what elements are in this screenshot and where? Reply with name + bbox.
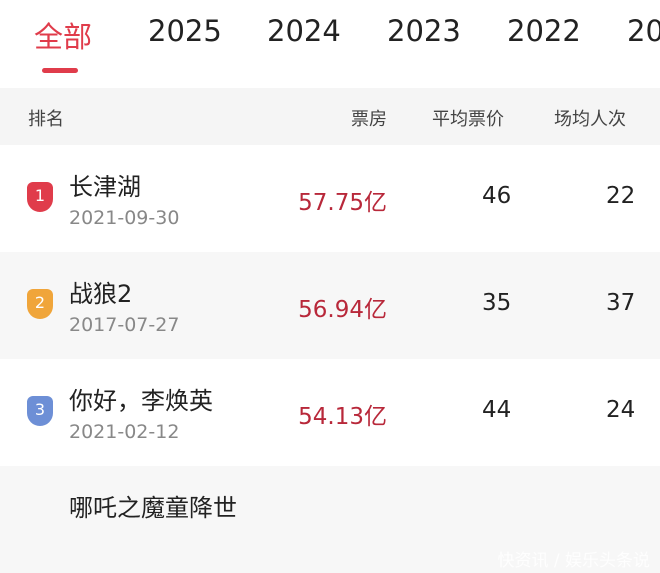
release-date: 2017-07-27 [69, 314, 180, 336]
tab-2023[interactable]: 2023 [387, 14, 461, 48]
avg-price: 35 [482, 290, 512, 316]
year-tabs: 全部 2025 2024 2023 2022 20 [0, 0, 660, 88]
avg-price: 44 [482, 397, 512, 423]
rank-badge-icon: 1 [27, 182, 53, 212]
table-row[interactable]: 2 战狼2 2017-07-27 56.94亿 35 37 [0, 252, 660, 359]
table-header: 排名 票房 平均票价 场均人次 [0, 88, 660, 145]
rank-badge-icon: 3 [27, 396, 53, 426]
header-avg-price[interactable]: 平均票价 [432, 109, 504, 130]
active-tab-indicator [42, 68, 78, 73]
box-office: 54.13亿 [298, 404, 387, 430]
tab-all[interactable]: 全部 [34, 20, 93, 54]
avg-viewers: 24 [606, 397, 636, 423]
rank-badge-icon: 2 [27, 289, 53, 319]
watermark: 快资讯 / 娱乐头条说 [497, 551, 650, 571]
movie-title: 哪吒之魔童降世 [69, 494, 237, 522]
movie-title: 你好，李焕英 [69, 387, 213, 415]
box-office: 57.75亿 [298, 190, 387, 216]
tab-2021[interactable]: 20 [627, 14, 660, 48]
table-row[interactable]: 哪吒之魔童降世 快资讯 / 娱乐头条说 [0, 466, 660, 573]
release-date: 2021-02-12 [69, 421, 180, 443]
box-office: 56.94亿 [298, 297, 387, 323]
avg-price: 46 [482, 183, 512, 209]
tab-2022[interactable]: 2022 [507, 14, 581, 48]
header-rank: 排名 [28, 109, 64, 130]
movie-title: 战狼2 [69, 280, 133, 308]
avg-viewers: 37 [606, 290, 636, 316]
header-box-office[interactable]: 票房 [351, 109, 387, 130]
header-avg-viewers[interactable]: 场均人次 [554, 109, 626, 130]
release-date: 2021-09-30 [69, 207, 180, 229]
table-row[interactable]: 3 你好，李焕英 2021-02-12 54.13亿 44 24 [0, 359, 660, 466]
movie-title: 长津湖 [69, 173, 141, 201]
tab-2024[interactable]: 2024 [267, 14, 341, 48]
tab-2025[interactable]: 2025 [148, 14, 222, 48]
table-row[interactable]: 1 长津湖 2021-09-30 57.75亿 46 22 [0, 145, 660, 252]
avg-viewers: 22 [606, 183, 636, 209]
